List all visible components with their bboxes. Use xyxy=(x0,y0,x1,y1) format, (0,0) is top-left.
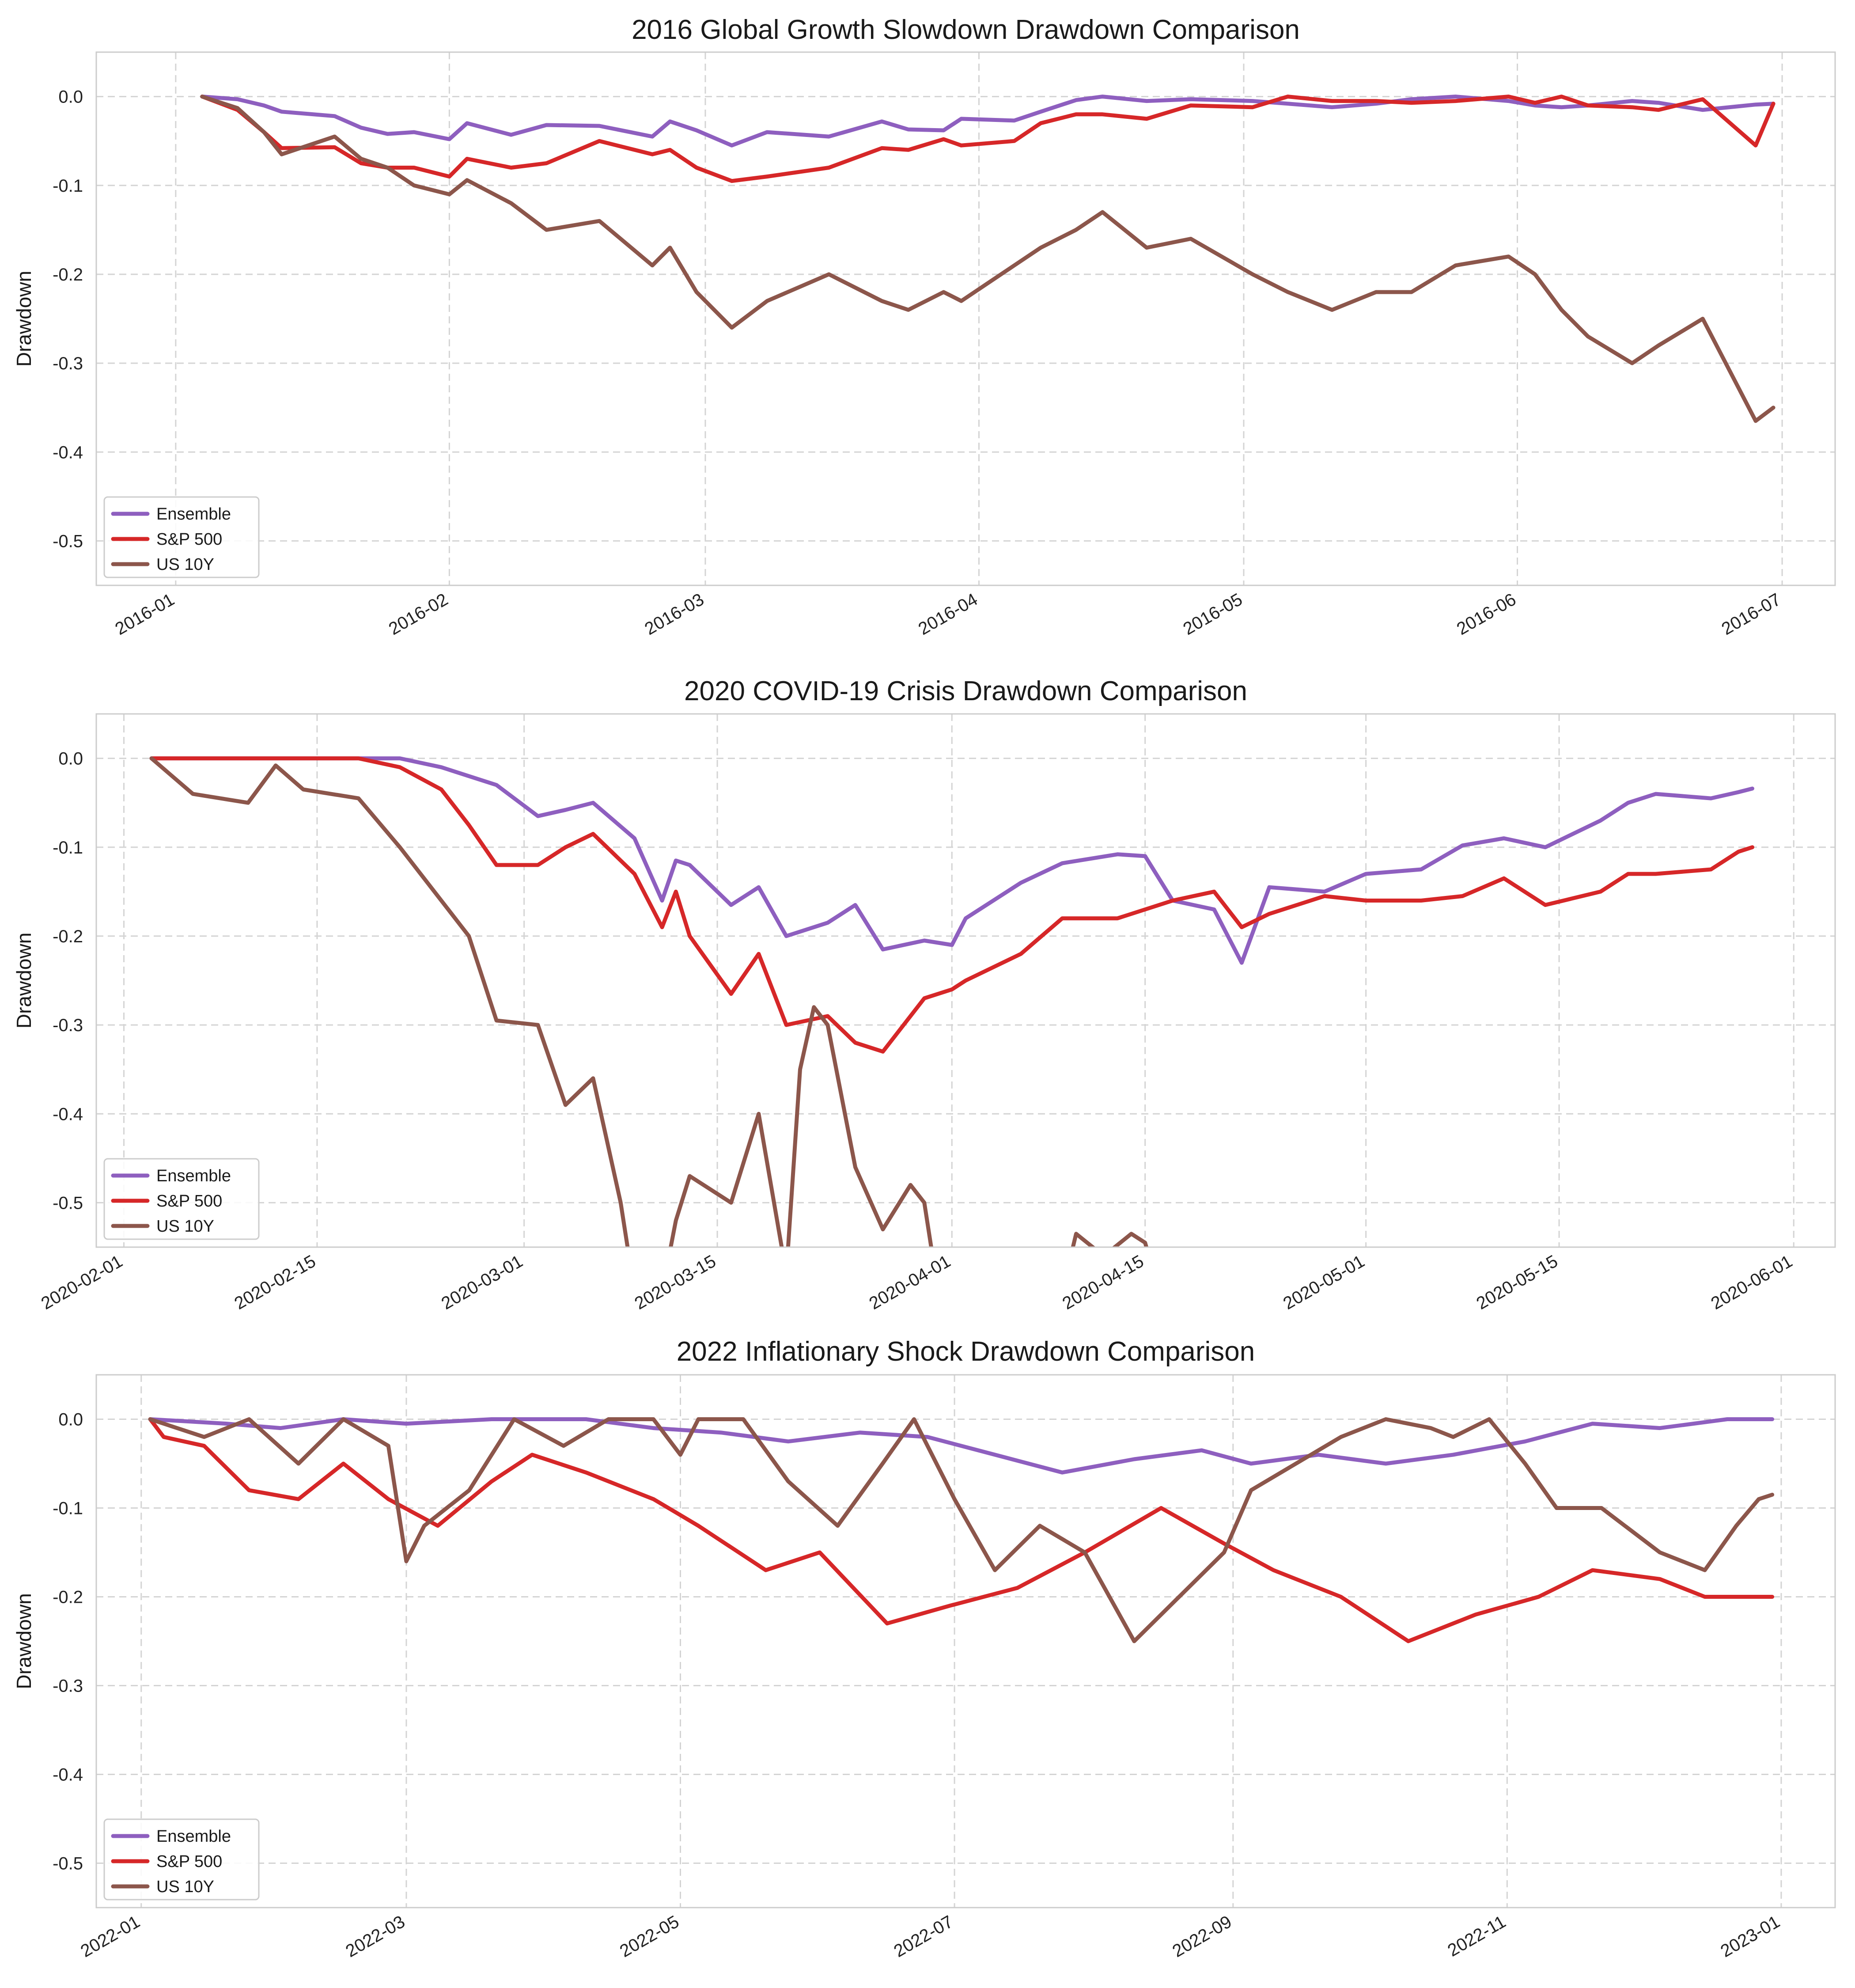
legend-label: Ensemble xyxy=(156,505,231,524)
series-line-ensemble xyxy=(200,95,1776,148)
legend-box xyxy=(103,1818,260,1901)
x-tick-label: 2020-04-15 xyxy=(1059,1252,1147,1313)
y-tick-label: -0.1 xyxy=(53,1499,83,1518)
y-tick-label: 0.0 xyxy=(58,749,83,769)
y-tick-label: -0.2 xyxy=(53,927,83,946)
y-axis-label: Drawdown xyxy=(12,1593,35,1689)
x-tick-label: 2020-06-01 xyxy=(1708,1252,1796,1313)
chart-title: 2020 COVID-19 Crisis Drawdown Comparison xyxy=(684,676,1247,706)
x-tick-label: 2020-02-15 xyxy=(231,1252,319,1313)
series-group xyxy=(148,1417,1775,1643)
x-tick-label: 2022-07 xyxy=(890,1912,956,1961)
y-tick-label: -0.1 xyxy=(53,176,83,196)
y-tick-label: -0.4 xyxy=(53,1765,83,1785)
y-tick-label: -0.2 xyxy=(53,265,83,285)
x-tick-label: 2022-05 xyxy=(617,1912,682,1961)
chart-title: 2022 Inflationary Shock Drawdown Compari… xyxy=(677,1336,1255,1367)
legend-label: S&P 500 xyxy=(156,1852,222,1871)
x-tick-label: 2016-05 xyxy=(1180,590,1246,639)
series-line-us-10y xyxy=(200,95,1776,423)
plot-frame xyxy=(95,51,1836,586)
x-tick-label: 2022-03 xyxy=(342,1912,408,1961)
x-tick-label: 2016-03 xyxy=(641,590,707,639)
series-line-us-10y xyxy=(149,756,1149,1247)
series-group xyxy=(149,756,1754,1247)
x-tick-label: 2020-05-01 xyxy=(1280,1252,1368,1313)
x-tick-label: 2020-02-01 xyxy=(38,1252,126,1313)
y-tick-label: -0.5 xyxy=(53,1193,83,1213)
y-tick-label: -0.3 xyxy=(53,1677,83,1696)
y-tick-label: -0.2 xyxy=(53,1588,83,1607)
x-tick-label: 2016-01 xyxy=(112,590,178,639)
x-tick-label: 2020-03-15 xyxy=(631,1252,719,1313)
legend-label: S&P 500 xyxy=(156,1192,222,1210)
x-tick-label: 2022-09 xyxy=(1169,1912,1235,1961)
y-tick-label: -0.1 xyxy=(53,838,83,857)
x-tick-label: 2016-06 xyxy=(1454,590,1519,639)
legend-label: US 10Y xyxy=(156,1878,214,1896)
legend-label: US 10Y xyxy=(156,555,214,574)
y-tick-label: -0.3 xyxy=(53,354,83,373)
legend-box xyxy=(103,496,260,578)
series-line-ensemble xyxy=(148,1417,1775,1475)
x-tick-label: 2016-07 xyxy=(1718,590,1784,639)
legend-label: Ensemble xyxy=(156,1827,231,1846)
chart-title: 2016 Global Growth Slowdown Drawdown Com… xyxy=(632,15,1300,45)
x-tick-label: 2016-04 xyxy=(915,590,981,639)
y-axis-label: Drawdown xyxy=(12,271,35,367)
x-tick-label: 2020-05-15 xyxy=(1473,1252,1561,1313)
legend-label: US 10Y xyxy=(156,1217,214,1236)
y-tick-label: -0.4 xyxy=(53,1104,83,1124)
y-tick-label: -0.5 xyxy=(53,1854,83,1874)
y-tick-label: -0.4 xyxy=(53,443,83,462)
x-tick-label: 2016-02 xyxy=(386,590,451,639)
y-tick-label: -0.3 xyxy=(53,1016,83,1035)
x-tick-label: 2022-01 xyxy=(77,1912,143,1961)
x-tick-label: 2023-01 xyxy=(1717,1912,1783,1961)
series-line-ensemble xyxy=(149,756,1754,965)
series-group xyxy=(200,95,1776,423)
y-tick-label: 0.0 xyxy=(58,1410,83,1430)
legend-label: S&P 500 xyxy=(156,530,222,549)
y-tick-label: 0.0 xyxy=(58,87,83,107)
plot-frame xyxy=(95,713,1836,1248)
legend-box xyxy=(103,1158,260,1240)
panel-2020: 2020 COVID-19 Crisis Drawdown Comparison… xyxy=(12,676,1836,1313)
x-tick-label: 2022-11 xyxy=(1444,1912,1509,1961)
series-line-s-p-500 xyxy=(200,95,1776,183)
panel-2016: 2016 Global Growth Slowdown Drawdown Com… xyxy=(12,15,1836,639)
series-line-s-p-500 xyxy=(148,1417,1775,1643)
y-axis-label: Drawdown xyxy=(12,933,35,1028)
y-tick-label: -0.5 xyxy=(53,531,83,551)
series-line-s-p-500 xyxy=(149,756,1754,1054)
legend-label: Ensemble xyxy=(156,1167,231,1185)
panel-2022: 2022 Inflationary Shock Drawdown Compari… xyxy=(12,1336,1836,1961)
x-tick-label: 2020-04-01 xyxy=(866,1252,954,1313)
series-line-us-10y xyxy=(148,1417,1775,1643)
plot-frame xyxy=(95,1374,1836,1908)
x-tick-label: 2020-03-01 xyxy=(438,1252,526,1313)
